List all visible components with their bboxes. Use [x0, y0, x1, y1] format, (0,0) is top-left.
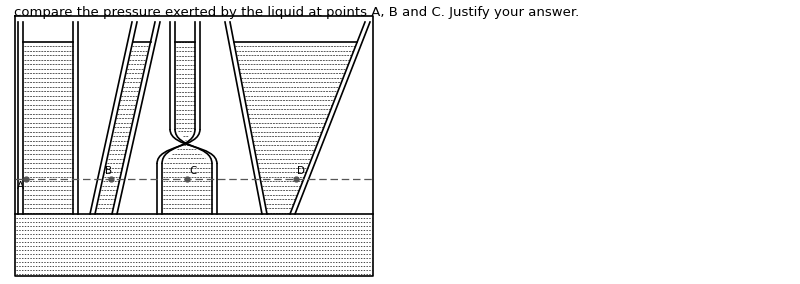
Text: D: D: [297, 166, 305, 176]
Text: B: B: [105, 166, 112, 176]
Text: compare the pressure exerted by the liquid at points A, B and C. Justify your an: compare the pressure exerted by the liqu…: [14, 6, 579, 19]
Text: C: C: [190, 166, 197, 176]
Text: A: A: [17, 181, 23, 191]
